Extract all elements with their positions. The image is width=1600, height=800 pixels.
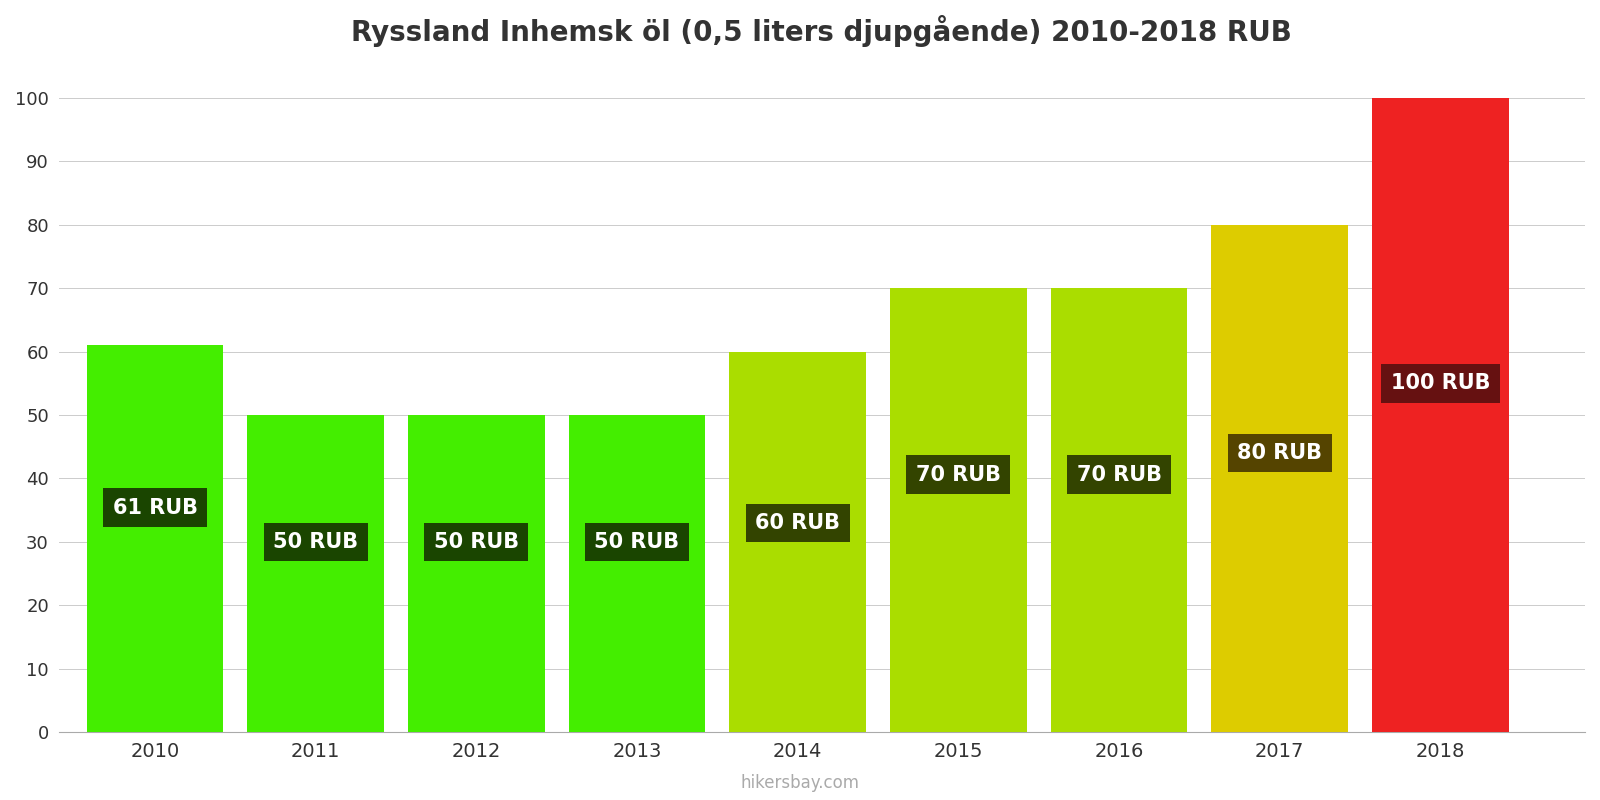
Bar	[1211, 225, 1349, 732]
Bar	[408, 415, 544, 732]
Text: 100 RUB: 100 RUB	[1390, 374, 1490, 394]
Bar	[86, 346, 224, 732]
Text: hikersbay.com: hikersbay.com	[741, 774, 859, 792]
Text: 50 RUB: 50 RUB	[274, 532, 358, 552]
Bar	[1051, 288, 1187, 732]
Text: 50 RUB: 50 RUB	[434, 532, 518, 552]
Bar	[248, 415, 384, 732]
Text: 61 RUB: 61 RUB	[112, 498, 197, 518]
Text: 50 RUB: 50 RUB	[595, 532, 680, 552]
Bar	[890, 288, 1027, 732]
Text: 70 RUB: 70 RUB	[1077, 465, 1162, 485]
Bar	[568, 415, 706, 732]
Title: Ryssland Inhemsk öl (0,5 liters djupgående) 2010-2018 RUB: Ryssland Inhemsk öl (0,5 liters djupgåen…	[352, 15, 1293, 47]
Bar	[1373, 98, 1509, 732]
Text: 60 RUB: 60 RUB	[755, 513, 840, 533]
Text: 80 RUB: 80 RUB	[1237, 443, 1322, 463]
Bar	[730, 351, 866, 732]
Text: 70 RUB: 70 RUB	[915, 465, 1002, 485]
